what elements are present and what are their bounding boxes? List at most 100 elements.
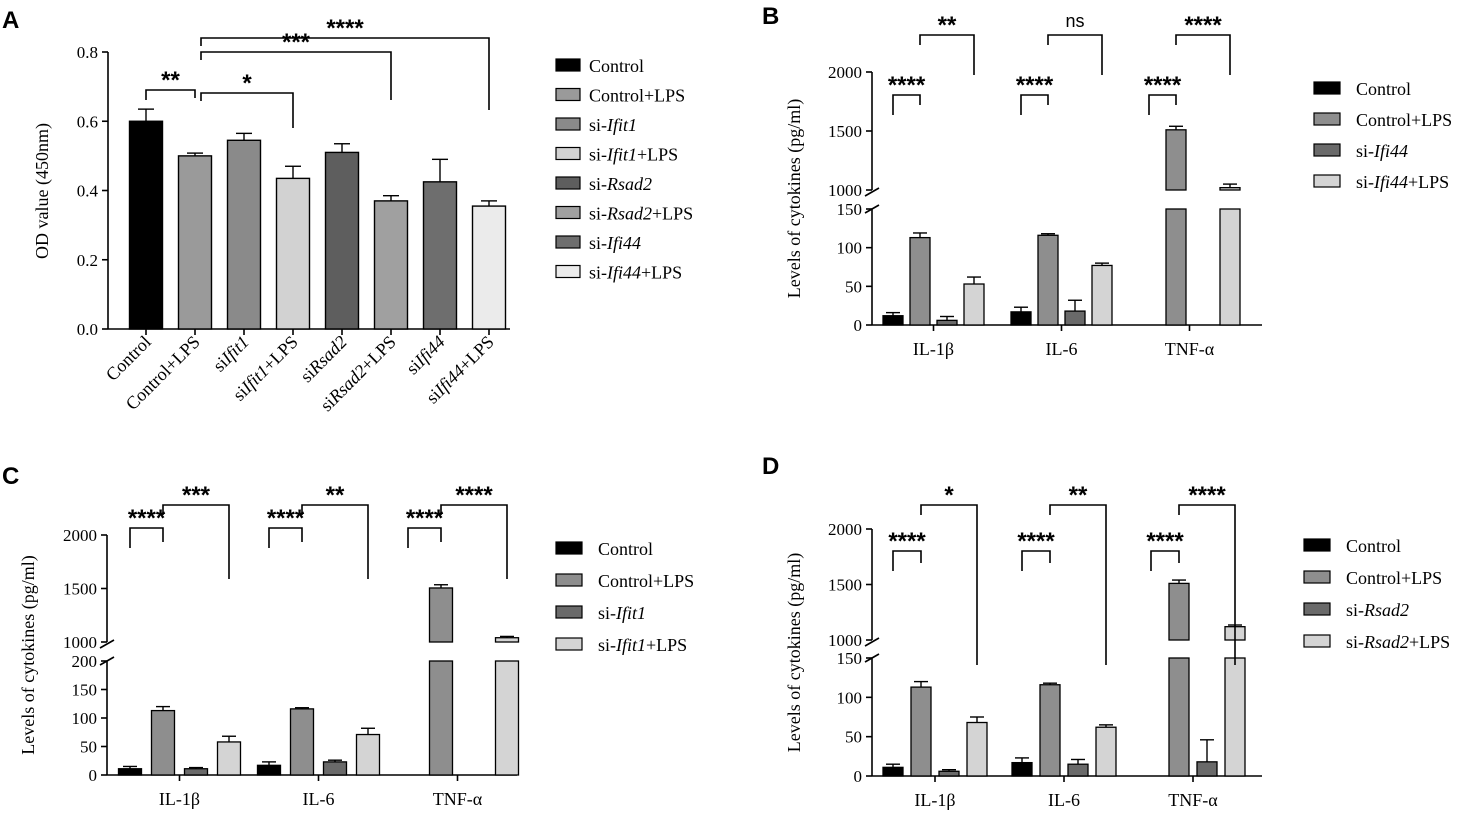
panel-d-bar <box>1011 761 1033 777</box>
panel-a-xtick-label: siIfit1 <box>209 332 253 376</box>
panel-d-xtick-label: IL-1β <box>914 790 955 810</box>
panel-c-ytick-label: 1500 <box>63 580 97 599</box>
panel-a-ylabel: OD value (450nm) <box>32 123 53 259</box>
panel-d-ytick-label: 100 <box>837 688 863 707</box>
panel-c-legend-label: Control+LPS <box>598 571 694 591</box>
panel-b-sig-label: **** <box>1184 12 1222 39</box>
panel-b-sig-bracket <box>892 94 921 115</box>
panel-b-sig-bracket <box>1047 34 1103 75</box>
panel-letter-a: A <box>2 7 19 34</box>
panel-d-axis-break <box>864 637 880 647</box>
panel-d-sig-label: **** <box>888 528 926 555</box>
panel-c-sig-label: **** <box>455 482 493 509</box>
panel-a-legend-swatch <box>555 264 581 279</box>
panel-c-sig-label: **** <box>406 505 444 532</box>
panel-c-ytick-label: 1000 <box>63 633 97 652</box>
panel-a-sig-label: *** <box>282 29 311 56</box>
panel-b-sig-bracket <box>1175 34 1231 75</box>
panel-b-axis-break <box>864 187 880 197</box>
panel-a-bar <box>128 120 164 330</box>
panel-b-ytick-label: 2000 <box>828 63 862 82</box>
panel-a-bar <box>373 200 409 330</box>
panel-b-bar <box>1165 208 1187 326</box>
panel-c-ytick-label: 50 <box>80 738 97 757</box>
panel-a-ytick-label: 0.2 <box>77 251 98 270</box>
panel-c-bar <box>494 637 520 643</box>
panel-a-legend-swatch <box>555 205 581 220</box>
panel-d-sig-bracket <box>1049 504 1107 665</box>
panel-b-legend-label: Control+LPS <box>1356 110 1452 130</box>
panel-d-bar <box>882 766 904 777</box>
panel-letter-c: C <box>2 463 19 490</box>
panel-b-legend-label: si-Ifi44 <box>1356 141 1408 161</box>
panel-d-sig-label: * <box>944 482 954 509</box>
panel-c-ytick-label: 100 <box>72 709 98 728</box>
panel-b-sig-label: ns <box>1065 11 1084 31</box>
panel-c-ytick-label: 200 <box>72 652 98 671</box>
panel-a-sig-bracket <box>145 89 196 100</box>
panel-c-bar <box>117 768 143 776</box>
panel-a-legend-swatch <box>555 176 581 190</box>
panel-d-legend-label: si-Rsad2+LPS <box>1346 632 1450 652</box>
panel-b-bar <box>909 236 931 326</box>
panel-b-ytick-label: 0 <box>854 316 863 335</box>
panel-c-sig-label: *** <box>182 482 211 509</box>
panel-c-xtick-label: IL-1β <box>159 789 200 809</box>
panel-b-legend-swatch <box>1313 174 1341 188</box>
panel-d-ytick-label: 50 <box>845 728 862 747</box>
panel-a-ytick-label: 0.8 <box>77 43 98 62</box>
panel-d-ytick-label: 1000 <box>828 631 862 650</box>
panel-b-bar <box>963 283 985 326</box>
panel-b-bar <box>1037 234 1059 326</box>
panel-d-sig-bracket <box>1021 550 1051 571</box>
panel-b-ytick-label: 1500 <box>828 122 862 141</box>
panel-a-legend-label: si-Ifit1+LPS <box>589 145 678 165</box>
panel-b-legend-label: si-Ifi44+LPS <box>1356 172 1449 192</box>
panel-d-ytick-label: 150 <box>837 649 863 668</box>
panel-d-sig-bracket <box>892 550 922 571</box>
panel-d-legend-label: Control+LPS <box>1346 568 1442 588</box>
panel-c-bar <box>216 741 242 776</box>
panel-c-legend-label: si-Ifit1 <box>598 603 646 623</box>
panel-a-sig-bracket <box>200 51 392 100</box>
panel-a-legend-swatch <box>555 87 581 102</box>
panel-b-sig-bracket <box>919 34 975 75</box>
panel-d-sig-bracket <box>1150 550 1180 571</box>
panel-d-bar <box>1039 684 1061 777</box>
panel-a-legend-swatch <box>555 235 581 249</box>
panel-a-legend-swatch <box>555 117 581 131</box>
panel-a-bar <box>226 139 262 330</box>
panel-b-bar <box>882 315 904 326</box>
panel-a-legend-label: Control+LPS <box>589 86 685 106</box>
panel-c-bar <box>256 764 282 776</box>
panel-d-bar <box>1224 657 1246 777</box>
panel-d-sig-bracket <box>920 504 978 665</box>
panel-d-legend-label: si-Rsad2 <box>1346 600 1409 620</box>
panel-d-sig-label: ** <box>1069 482 1088 509</box>
panel-c-legend-swatch <box>555 605 583 619</box>
panel-d-bar <box>1168 582 1190 641</box>
panel-a-sig-bracket <box>200 92 294 128</box>
panel-c-legend-label: si-Ifit1+LPS <box>598 635 687 655</box>
panel-d-sig-label: **** <box>1188 482 1226 509</box>
panel-d-legend-swatch <box>1303 538 1331 552</box>
panel-d-bar <box>1196 761 1218 777</box>
panel-a-bar <box>422 181 458 330</box>
panel-d-bar <box>1067 763 1089 777</box>
panel-d-sig-label: **** <box>1017 528 1055 555</box>
panel-b-sig-bracket <box>1020 94 1049 115</box>
panel-d-bar <box>910 686 932 777</box>
panel-b-bar <box>1165 129 1187 191</box>
panel-b-bar <box>1219 208 1241 326</box>
panel-b-bar <box>1091 264 1113 326</box>
panel-c-bar <box>428 660 454 776</box>
panel-c-bar <box>183 768 209 776</box>
panel-b-legend-swatch <box>1313 81 1341 95</box>
panel-a-xtick-label: siIfi44 <box>402 332 449 379</box>
panel-c-xtick-label: IL-6 <box>303 789 335 809</box>
panel-c-legend-label: Control <box>598 539 653 559</box>
panel-c-legend-swatch <box>555 573 583 587</box>
panel-d-sig-label: **** <box>1146 528 1184 555</box>
panel-d-ytick-label: 1500 <box>828 576 862 595</box>
panel-d-xtick-label: IL-6 <box>1048 790 1080 810</box>
